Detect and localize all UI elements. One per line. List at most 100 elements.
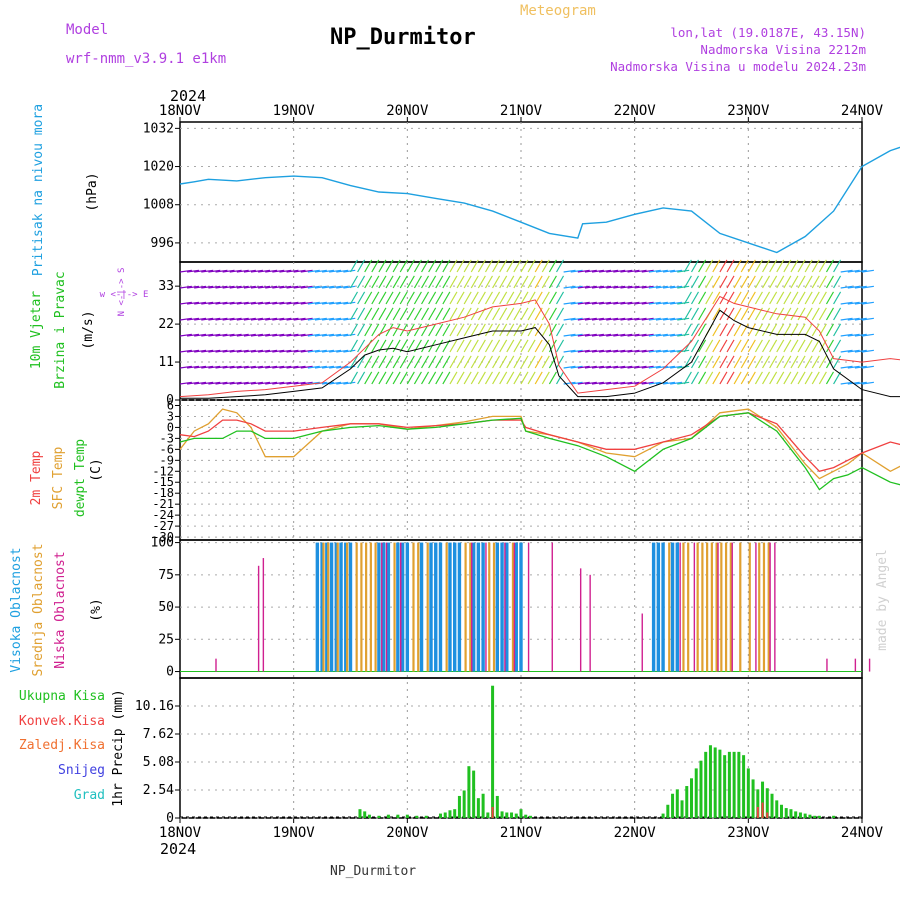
wind-barb <box>492 259 501 273</box>
wind-barb <box>790 291 799 305</box>
wind-barb <box>541 307 550 321</box>
wind-barb <box>364 323 373 337</box>
wind-barb <box>677 333 690 337</box>
wind-barb <box>670 365 683 369</box>
wind-barb <box>194 285 207 289</box>
wind-barb <box>762 371 771 385</box>
precip-bar-total <box>514 813 518 818</box>
wind-barb <box>584 269 597 273</box>
wind-barb <box>492 275 501 289</box>
wind-barb <box>655 285 668 289</box>
wind-barb <box>783 371 792 385</box>
wind-barb <box>641 365 654 369</box>
wind-barb <box>499 355 508 369</box>
precip-bar-total <box>462 790 466 818</box>
wind-barb <box>222 349 235 353</box>
wind-barb <box>258 301 271 305</box>
wind-barb <box>556 291 565 305</box>
wind-barb <box>548 291 557 305</box>
wind-barb <box>733 339 742 353</box>
wind-barb <box>556 307 565 321</box>
wind-barb <box>321 285 335 289</box>
legend-freezing-rain: Zaledj.Kisa <box>19 738 105 753</box>
precip-bar-total <box>690 778 693 818</box>
wind-barb <box>705 339 714 353</box>
wind-barb <box>577 349 590 353</box>
wind-barb <box>854 333 867 337</box>
wind-barb <box>811 355 820 369</box>
wind-barb <box>321 365 335 369</box>
wind-barb <box>492 307 501 321</box>
wind-barb <box>641 269 654 273</box>
cloud-bar-high <box>329 542 334 672</box>
wind-barb <box>726 291 735 305</box>
wind-barb <box>506 339 515 353</box>
wind-barb <box>556 323 565 337</box>
wind-barb <box>769 307 778 321</box>
wind-barb <box>286 317 299 321</box>
wind-barb <box>187 349 200 353</box>
wind-barb <box>825 339 834 353</box>
wind-barb <box>321 269 335 273</box>
wind-barb <box>854 381 867 385</box>
wind-barb <box>740 307 749 321</box>
cloud-bar-low <box>769 542 771 672</box>
wind-barb <box>300 381 313 385</box>
wind-barb <box>179 301 192 305</box>
wind-barb <box>591 333 605 337</box>
wind-barb <box>520 291 529 305</box>
wind-barb <box>648 349 661 353</box>
cloud-bar-high <box>457 542 462 672</box>
wind-barb <box>840 381 853 385</box>
wind-barb <box>627 285 640 289</box>
wind-barb <box>833 323 842 337</box>
wind-barb <box>541 291 550 305</box>
cloud-bar-low <box>485 542 487 672</box>
wind-barb <box>677 269 690 273</box>
wind-barb <box>641 349 654 353</box>
precip-unit: 1hr Precip (mm) <box>111 689 126 806</box>
wind-barb <box>662 365 676 369</box>
wind-barb <box>499 259 508 273</box>
cloud-bar-low <box>471 542 473 672</box>
wind-barb <box>293 269 306 273</box>
wind-barb <box>449 323 458 337</box>
wind-barb <box>300 317 313 321</box>
wind-barb <box>329 333 342 337</box>
wind-barb <box>364 307 373 321</box>
cloud-bar-mid <box>360 542 363 672</box>
wind-barb <box>250 381 264 385</box>
wind-barb <box>527 355 536 369</box>
cloud-bar-high <box>471 542 476 672</box>
wind-barb <box>677 349 690 353</box>
wind-barb <box>662 381 676 385</box>
wind-barb <box>854 285 867 289</box>
cloud-bar-low <box>679 542 681 672</box>
wind-barb <box>534 259 543 273</box>
precip-bar-total <box>510 812 514 818</box>
wind-barb <box>272 381 285 385</box>
wind-barb <box>293 365 306 369</box>
wind-barb <box>620 333 633 337</box>
wind-barb <box>627 333 640 337</box>
wind-barb <box>762 275 771 289</box>
wind-barb <box>563 301 576 305</box>
wind-barb <box>371 323 380 337</box>
wind-barb <box>527 307 536 321</box>
wind-barb <box>634 269 647 273</box>
wind-barb <box>606 333 619 337</box>
wind-barb <box>563 317 576 321</box>
wind-barb <box>534 355 543 369</box>
precip-bar-total <box>832 815 836 818</box>
wind-barb <box>712 323 721 337</box>
precip-bar-total <box>424 815 428 818</box>
wind-barb <box>477 339 486 353</box>
wind-barb <box>655 269 668 273</box>
wind-barb <box>194 365 207 369</box>
wind-barb <box>484 291 493 305</box>
wind-barb <box>307 269 320 273</box>
wind-barb <box>343 285 356 289</box>
wind-barb <box>641 285 654 289</box>
wind-unit: (m/s) <box>81 310 96 349</box>
wind-barb <box>435 323 444 337</box>
